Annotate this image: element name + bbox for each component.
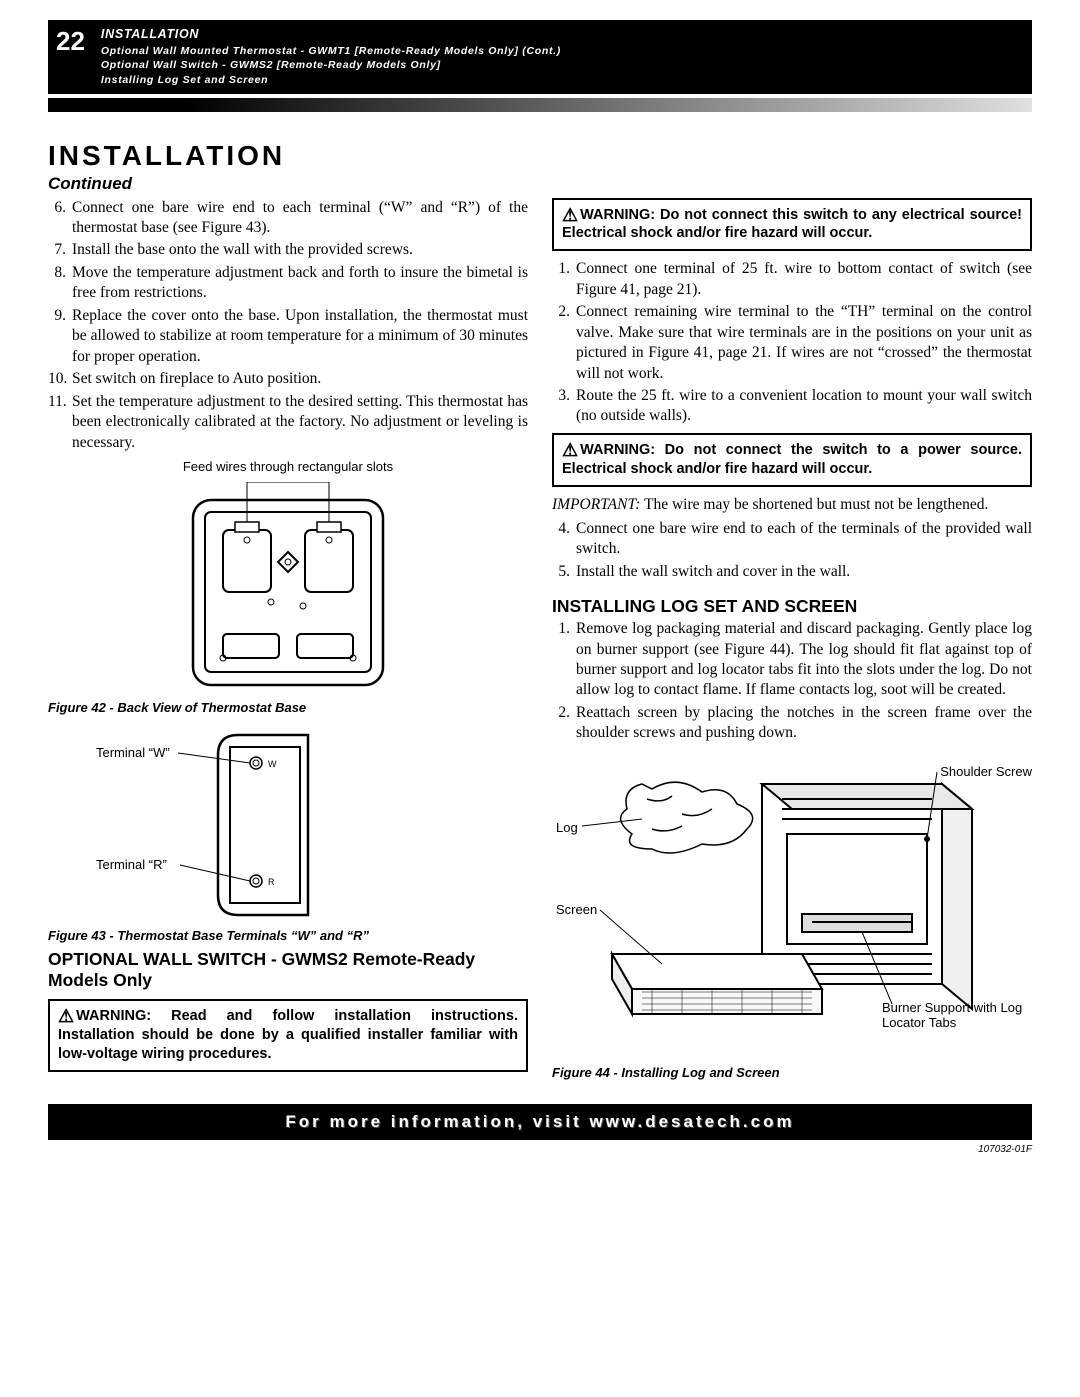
step-item: 1.Connect one terminal of 25 ft. wire to…	[552, 259, 1032, 300]
page-header-bar: 22 INSTALLATION Optional Wall Mounted Th…	[48, 20, 1032, 94]
document-code: 107032-01F	[48, 1144, 1032, 1155]
step-number: 2.	[552, 703, 576, 744]
step-item: 4.Connect one bare wire end to each of t…	[552, 519, 1032, 560]
right-steps-list-c: 1.Remove log packaging material and disc…	[552, 619, 1032, 744]
step-item: 2.Connect remaining wire terminal to the…	[552, 302, 1032, 384]
warning-icon: ⚠	[562, 441, 578, 459]
step-number: 2.	[552, 302, 576, 384]
left-warning-text: WARNING: Read and follow installation in…	[58, 1008, 518, 1062]
installing-log-title: INSTALLING LOG SET AND SCREEN	[552, 596, 1032, 617]
left-column: 6.Connect one bare wire end to each term…	[48, 198, 528, 1084]
right-warning2-text: WARNING: Do not connect the switch to a …	[562, 442, 1022, 477]
step-number: 9.	[48, 306, 72, 367]
step-text: Route the 25 ft. wire to a convenient lo…	[576, 386, 1032, 427]
step-number: 7.	[48, 240, 72, 260]
important-text: The wire may be shortened but must not b…	[644, 496, 988, 513]
fig44-caption: Figure 44 - Installing Log and Screen	[552, 1065, 780, 1080]
svg-text:R: R	[268, 877, 275, 887]
figure-44: Log Screen Shoulder Screw Burner Support…	[552, 754, 1032, 1074]
step-item: 7.Install the base onto the wall with th…	[48, 240, 528, 260]
step-number: 10.	[48, 369, 72, 389]
page-title: INSTALLATION	[48, 140, 1032, 172]
step-text: Install the wall switch and cover in the…	[576, 562, 1032, 582]
step-number: 8.	[48, 263, 72, 304]
step-item: 11.Set the temperature adjustment to the…	[48, 392, 528, 453]
step-item: 3.Route the 25 ft. wire to a convenient …	[552, 386, 1032, 427]
step-text: Replace the cover onto the base. Upon in…	[72, 306, 528, 367]
left-warning-box: ⚠WARNING: Read and follow installation i…	[48, 999, 528, 1072]
svg-text:W: W	[268, 759, 277, 769]
right-steps-list-a: 1.Connect one terminal of 25 ft. wire to…	[552, 259, 1032, 427]
step-number: 4.	[552, 519, 576, 560]
step-text: Connect one bare wire end to each of the…	[576, 519, 1032, 560]
header-sub2: Optional Wall Switch - GWMS2 [Remote-Rea…	[101, 58, 561, 73]
step-text: Remove log packaging material and discar…	[576, 619, 1032, 701]
fig42-caption: Figure 42 - Back View of Thermostat Base	[48, 700, 528, 715]
important-line: IMPORTANT: The wire may be shortened but…	[552, 495, 1032, 515]
fig43-label-w: Terminal “W”	[96, 745, 170, 760]
step-text: Reattach screen by placing the notches i…	[576, 703, 1032, 744]
step-text: Move the temperature adjustment back and…	[72, 263, 528, 304]
fig44-label-shoulder: Shoulder Screw	[940, 764, 1032, 779]
step-number: 3.	[552, 386, 576, 427]
step-item: 1.Remove log packaging material and disc…	[552, 619, 1032, 701]
step-text: Set switch on fireplace to Auto position…	[72, 369, 528, 389]
header-sub1: Optional Wall Mounted Thermostat - GWMT1…	[101, 44, 561, 59]
footer-bar: For more information, visit www.desatech…	[48, 1104, 1032, 1140]
step-text: Connect one terminal of 25 ft. wire to b…	[576, 259, 1032, 300]
step-number: 1.	[552, 619, 576, 701]
step-number: 6.	[48, 198, 72, 239]
step-text: Install the base onto the wall with the …	[72, 240, 528, 260]
right-steps-list-b: 4.Connect one bare wire end to each of t…	[552, 519, 1032, 582]
fig44-label-log: Log	[556, 820, 578, 835]
step-text: Connect remaining wire terminal to the “…	[576, 302, 1032, 384]
step-text: Set the temperature adjustment to the de…	[72, 392, 528, 453]
important-label: IMPORTANT:	[552, 496, 640, 513]
fig42-annotation: Feed wires through rectangular slots	[48, 459, 528, 474]
figure-43: Terminal “W” Terminal “R” W R Figure 43 …	[48, 725, 528, 935]
figure-42: Figure 42 - Back View of Thermostat Base	[48, 482, 528, 715]
right-warning-box-2: ⚠WARNING: Do not connect the switch to a…	[552, 433, 1032, 487]
header-sub3: Installing Log Set and Screen	[101, 73, 561, 88]
step-text: Connect one bare wire end to each termin…	[72, 198, 528, 239]
continued-label: Continued	[48, 174, 1032, 194]
fig43-caption: Figure 43 - Thermostat Base Terminals “W…	[48, 928, 369, 943]
step-item: 10.Set switch on fireplace to Auto posit…	[48, 369, 528, 389]
fig44-label-burner: Burner Support with Log Locator Tabs	[882, 1000, 1032, 1030]
fig43-label-r: Terminal “R”	[96, 857, 167, 872]
step-item: 6.Connect one bare wire end to each term…	[48, 198, 528, 239]
page-number: 22	[56, 26, 101, 54]
optional-wall-switch-title: OPTIONAL WALL SWITCH - GWMS2 Remote-Read…	[48, 949, 528, 991]
step-item: 9.Replace the cover onto the base. Upon …	[48, 306, 528, 367]
step-item: 8.Move the temperature adjustment back a…	[48, 263, 528, 304]
step-number: 5.	[552, 562, 576, 582]
step-number: 11.	[48, 392, 72, 453]
right-column: ⚠WARNING: Do not connect this switch to …	[552, 198, 1032, 1084]
warning-icon: ⚠	[58, 1007, 74, 1025]
gradient-divider	[48, 98, 1032, 112]
left-steps-list: 6.Connect one bare wire end to each term…	[48, 198, 528, 453]
right-warning1-text: WARNING: Do not connect this switch to a…	[562, 207, 1022, 242]
header-section: INSTALLATION	[101, 26, 561, 44]
right-warning-box-1: ⚠WARNING: Do not connect this switch to …	[552, 198, 1032, 252]
step-item: 2.Reattach screen by placing the notches…	[552, 703, 1032, 744]
header-text-block: INSTALLATION Optional Wall Mounted Therm…	[101, 26, 561, 88]
step-item: 5.Install the wall switch and cover in t…	[552, 562, 1032, 582]
warning-icon: ⚠	[562, 206, 578, 224]
content-columns: 6.Connect one bare wire end to each term…	[48, 198, 1032, 1084]
fig44-label-screen: Screen	[556, 902, 597, 917]
step-number: 1.	[552, 259, 576, 300]
